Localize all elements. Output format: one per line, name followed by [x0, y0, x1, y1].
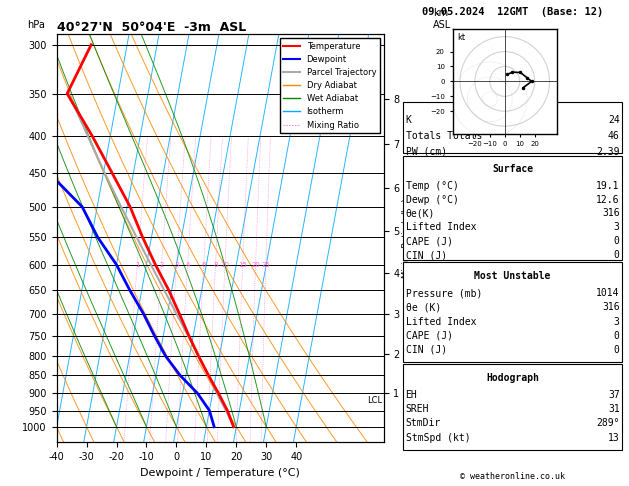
Text: 4: 4 — [186, 261, 190, 268]
Text: 31: 31 — [608, 404, 620, 414]
Text: 1: 1 — [135, 261, 140, 268]
Text: 316: 316 — [602, 302, 620, 312]
Text: km
ASL: km ASL — [433, 8, 451, 30]
X-axis label: Dewpoint / Temperature (°C): Dewpoint / Temperature (°C) — [140, 468, 300, 478]
Text: 20: 20 — [251, 261, 260, 268]
Text: StmSpd (kt): StmSpd (kt) — [406, 433, 470, 443]
Text: 09.05.2024  12GMT  (Base: 12): 09.05.2024 12GMT (Base: 12) — [422, 7, 603, 17]
Text: Lifted Index: Lifted Index — [406, 223, 476, 232]
Text: Pressure (mb): Pressure (mb) — [406, 288, 482, 298]
Text: 12.6: 12.6 — [596, 194, 620, 205]
Text: 10: 10 — [221, 261, 230, 268]
Text: 6: 6 — [201, 261, 206, 268]
Text: hPa: hPa — [27, 20, 45, 30]
Legend: Temperature, Dewpoint, Parcel Trajectory, Dry Adiabat, Wet Adiabat, Isotherm, Mi: Temperature, Dewpoint, Parcel Trajectory… — [280, 38, 379, 133]
Text: Hodograph: Hodograph — [486, 373, 539, 383]
Bar — [403, 156, 622, 260]
Text: LCL: LCL — [367, 396, 382, 405]
Text: 2: 2 — [159, 261, 164, 268]
Text: StmDir: StmDir — [406, 418, 441, 428]
Text: θe(K): θe(K) — [406, 208, 435, 219]
Text: Mixing Ratio (g/kg): Mixing Ratio (g/kg) — [402, 198, 411, 278]
Bar — [403, 262, 622, 362]
Text: 25: 25 — [262, 261, 270, 268]
Text: SREH: SREH — [406, 404, 429, 414]
Text: 316: 316 — [602, 208, 620, 219]
Text: 46: 46 — [608, 131, 620, 141]
Text: Most Unstable: Most Unstable — [474, 271, 551, 281]
Bar — [403, 364, 622, 450]
Text: EH: EH — [406, 390, 417, 400]
Text: Lifted Index: Lifted Index — [406, 316, 476, 327]
Text: 15: 15 — [238, 261, 247, 268]
Text: CIN (J): CIN (J) — [406, 250, 447, 260]
Text: θe (K): θe (K) — [406, 302, 441, 312]
Text: Dewp (°C): Dewp (°C) — [406, 194, 459, 205]
Text: 0: 0 — [614, 236, 620, 246]
Text: Totals Totals: Totals Totals — [406, 131, 482, 141]
Text: PW (cm): PW (cm) — [406, 147, 447, 156]
Text: 19.1: 19.1 — [596, 181, 620, 191]
Text: 40°27'N  50°04'E  -3m  ASL: 40°27'N 50°04'E -3m ASL — [57, 21, 246, 34]
Text: Temp (°C): Temp (°C) — [406, 181, 459, 191]
Text: 0: 0 — [614, 250, 620, 260]
Text: 3: 3 — [614, 316, 620, 327]
Text: 37: 37 — [608, 390, 620, 400]
Text: 3: 3 — [614, 223, 620, 232]
Text: CAPE (J): CAPE (J) — [406, 236, 453, 246]
Text: 289°: 289° — [596, 418, 620, 428]
Text: Surface: Surface — [492, 164, 533, 174]
Text: © weatheronline.co.uk: © weatheronline.co.uk — [460, 472, 565, 481]
Text: CAPE (J): CAPE (J) — [406, 331, 453, 341]
Text: kt: kt — [457, 33, 465, 42]
Text: CIN (J): CIN (J) — [406, 345, 447, 355]
Text: 0: 0 — [614, 331, 620, 341]
Text: 2.39: 2.39 — [596, 147, 620, 156]
Text: 3: 3 — [174, 261, 179, 268]
Text: 13: 13 — [608, 433, 620, 443]
Text: K: K — [406, 115, 411, 125]
Text: 0: 0 — [614, 345, 620, 355]
Text: 24: 24 — [608, 115, 620, 125]
Text: 1014: 1014 — [596, 288, 620, 298]
Text: 8: 8 — [213, 261, 218, 268]
Bar — [403, 102, 622, 153]
